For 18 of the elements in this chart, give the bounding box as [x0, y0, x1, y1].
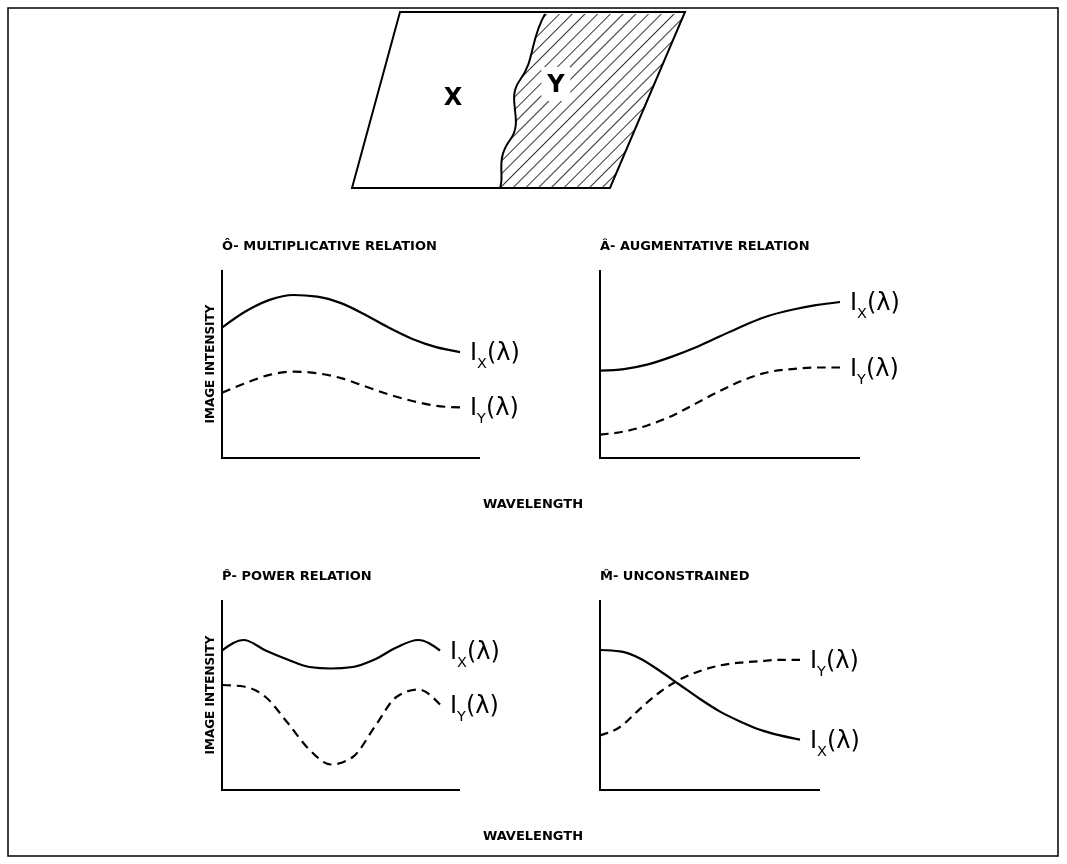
x-axis-title: WAVELENGTH [482, 828, 584, 843]
chart-title: Â- AUGMENTATIVE RELATION [600, 238, 810, 253]
y-axis-title: IMAGE INTENSITY [203, 304, 217, 424]
series-label: I$_{Y}$(λ) [810, 645, 859, 679]
text: Y [546, 70, 566, 98]
series-label: I$_{Y}$(λ) [850, 353, 899, 387]
series-label: I$_{X}$(λ) [810, 725, 860, 759]
series-label: I$_{Y}$(λ) [470, 393, 519, 427]
series-label: I$_{X}$(λ) [470, 338, 520, 372]
series-label: I$_{Y}$(λ) [450, 690, 499, 724]
series-label: I$_{X}$(λ) [450, 636, 500, 670]
x-axis-title: WAVELENGTH [482, 496, 584, 511]
text: X [443, 83, 463, 111]
series-label: I$_{X}$(λ) [850, 288, 900, 321]
chart-title: P̂- POWER RELATION [222, 568, 372, 583]
chart-title: Ô- MULTIPLICATIVE RELATION [222, 238, 437, 253]
y-axis-title: IMAGE INTENSITY [203, 635, 217, 755]
chart-title: M̂- UNCONSTRAINED [600, 568, 750, 583]
